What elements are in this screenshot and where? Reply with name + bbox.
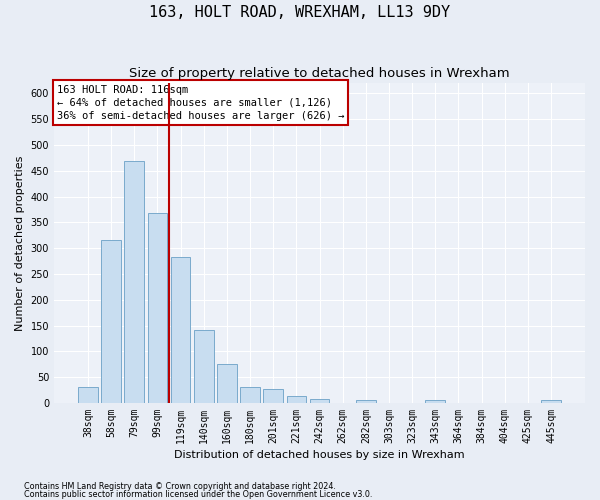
Bar xyxy=(124,162,144,403)
Bar xyxy=(425,400,445,403)
Y-axis label: Number of detached properties: Number of detached properties xyxy=(15,156,25,330)
Bar xyxy=(101,240,121,403)
Bar xyxy=(78,388,98,403)
Text: Contains HM Land Registry data © Crown copyright and database right 2024.: Contains HM Land Registry data © Crown c… xyxy=(24,482,336,491)
Bar xyxy=(240,388,260,403)
Text: Contains public sector information licensed under the Open Government Licence v3: Contains public sector information licen… xyxy=(24,490,373,499)
X-axis label: Distribution of detached houses by size in Wrexham: Distribution of detached houses by size … xyxy=(174,450,465,460)
Bar xyxy=(263,389,283,403)
Text: 163 HOLT ROAD: 116sqm
← 64% of detached houses are smaller (1,126)
36% of semi-d: 163 HOLT ROAD: 116sqm ← 64% of detached … xyxy=(56,84,344,121)
Bar xyxy=(310,399,329,403)
Title: Size of property relative to detached houses in Wrexham: Size of property relative to detached ho… xyxy=(129,68,510,80)
Bar xyxy=(171,257,190,403)
Bar xyxy=(287,396,306,403)
Bar xyxy=(148,213,167,403)
Bar xyxy=(194,330,214,403)
Text: 163, HOLT ROAD, WREXHAM, LL13 9DY: 163, HOLT ROAD, WREXHAM, LL13 9DY xyxy=(149,5,451,20)
Bar xyxy=(217,364,237,403)
Bar xyxy=(541,400,561,403)
Bar xyxy=(356,400,376,403)
